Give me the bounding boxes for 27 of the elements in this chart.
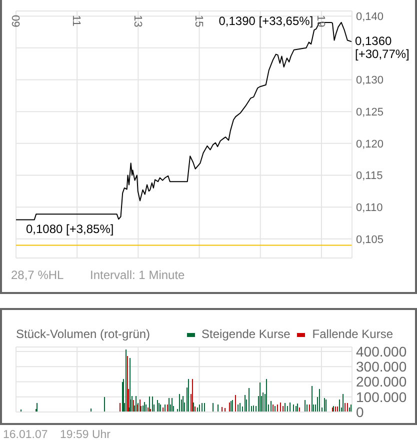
y-tick-label: 200.000 [356, 374, 407, 390]
y-tick-label: 0,125 [356, 106, 384, 118]
text: 16.01.07 [3, 428, 48, 443]
text: 28,7 %HL [11, 268, 64, 283]
annotation: 0,1080 [+3,85%] [26, 222, 114, 236]
y-tick-label: 0,115 [356, 170, 383, 182]
y-tick-label: 0,105 [356, 234, 384, 246]
x-tick-label: 13 [131, 15, 144, 28]
legend-label: Steigende Kurse [202, 327, 290, 342]
x-tick-label: 11 [70, 15, 82, 26]
y-tick-label: 0,140 [356, 11, 384, 23]
text: 19:59 Uhr [60, 428, 111, 443]
y-tick-label: 400.000 [356, 344, 407, 360]
x-tick-label: 09 [9, 15, 22, 28]
y-tick-label: 100.000 [356, 388, 407, 405]
y-tick-label: 300.000 [356, 358, 407, 375]
annotation: 0,1390 [+33,65%] [218, 14, 314, 28]
x-tick-label: 15 [192, 15, 204, 28]
y-tick-label: 0,110 [356, 202, 383, 214]
text: Intervall: 1 Minute [90, 268, 185, 283]
legend-label: Fallende Kurse [312, 327, 393, 342]
y-tick-label: 0,120 [356, 138, 384, 150]
y-tick-label: 0 [356, 404, 364, 420]
annotation: 0,1360 [+30,77%] [355, 34, 410, 61]
chart-title: Stück-Volumen (rot-grün) [16, 327, 150, 342]
x-tick-label: 19 [314, 15, 327, 28]
y-tick-label: 0,130 [356, 74, 384, 87]
